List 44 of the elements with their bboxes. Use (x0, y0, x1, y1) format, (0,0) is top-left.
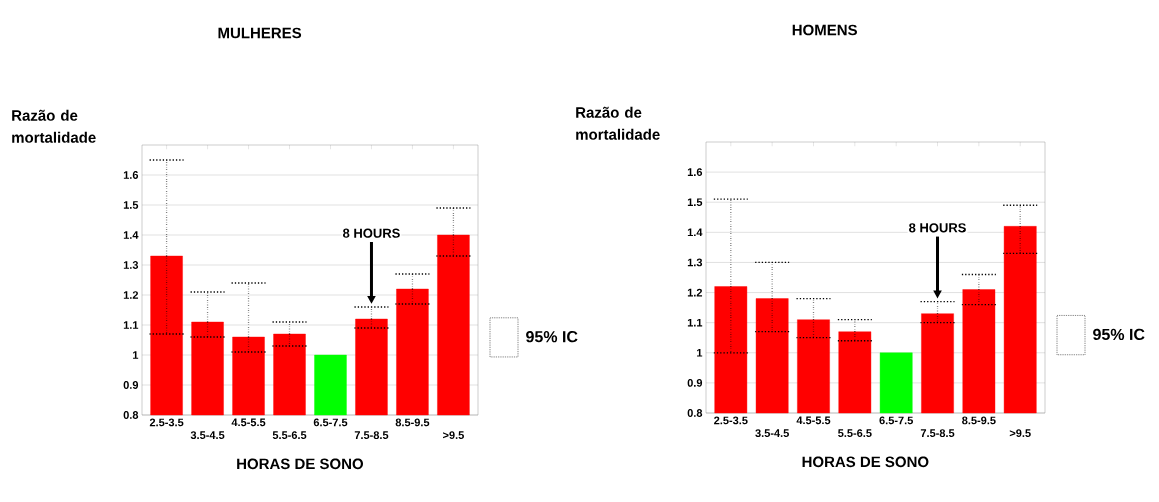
x-tick-label: >9.5 (443, 431, 464, 440)
y-tick-label: 1.6 (687, 168, 703, 177)
y-tick-label: 1.5 (687, 198, 703, 207)
x-tick-label: 3.5-4.5 (190, 431, 225, 440)
x-tick-label: 3.5-4.5 (755, 429, 789, 438)
y-tick-label: 1.4 (123, 231, 139, 239)
y-tick-label: 0.9 (687, 378, 703, 387)
y-tick-label: 0.8 (123, 411, 139, 419)
x-tick-label: 6.5-7.5 (313, 418, 348, 427)
text: 95% IC (526, 331, 578, 343)
x-axis-title: HORAS DE SONO (237, 458, 364, 470)
y-axis-title: Razão de mortalidade (576, 106, 660, 140)
text: 95% IC (1093, 328, 1145, 341)
chart-title: HOMENS (792, 24, 857, 36)
y-tick-label: 1 (133, 351, 139, 359)
y-tick-label: 1.2 (123, 291, 139, 299)
y-tick-label: 1.3 (123, 261, 139, 269)
chart-title: MULHERES (218, 27, 302, 39)
y-tick-label: 0.9 (123, 381, 139, 389)
x-axis-title: HORAS DE SONO (802, 456, 929, 468)
y-tick-label: 1.5 (123, 201, 139, 209)
y-tick-label: 1.1 (687, 318, 703, 327)
x-tick-label: 2.5-3.5 (714, 416, 748, 425)
y-tick-label: 1.4 (687, 228, 703, 237)
x-tick-label: 8.5-9.5 (395, 418, 430, 427)
y-tick-label: 1.2 (687, 288, 703, 297)
x-tick-label: 5.5-6.5 (838, 429, 872, 438)
annotation: 8 HOURS (342, 228, 400, 238)
y-tick-label: 1.3 (687, 258, 703, 267)
x-tick-label: 5.5-6.5 (272, 431, 307, 440)
x-tick-label: 8.5-9.5 (962, 416, 996, 425)
x-tick-label: 4.5-5.5 (796, 416, 831, 425)
y-tick-label: 1 (697, 349, 703, 357)
x-tick-label: 4.5-5.5 (231, 418, 266, 427)
y-tick-label: 1.1 (123, 321, 139, 329)
y-tick-label: 0.8 (687, 409, 703, 417)
x-tick-label: 2.5-3.5 (149, 418, 184, 427)
x-tick-label: 6.5-7.5 (879, 416, 913, 425)
x-tick-label: 7.5-8.5 (920, 429, 955, 438)
annotation: 8 HOURS (909, 223, 966, 233)
x-tick-label: 7.5-8.5 (354, 431, 389, 440)
x-tick-label: >9.5 (1009, 429, 1031, 438)
y-axis-title: Razão de mortalidade (12, 109, 96, 143)
y-tick-label: 1.6 (123, 171, 139, 179)
